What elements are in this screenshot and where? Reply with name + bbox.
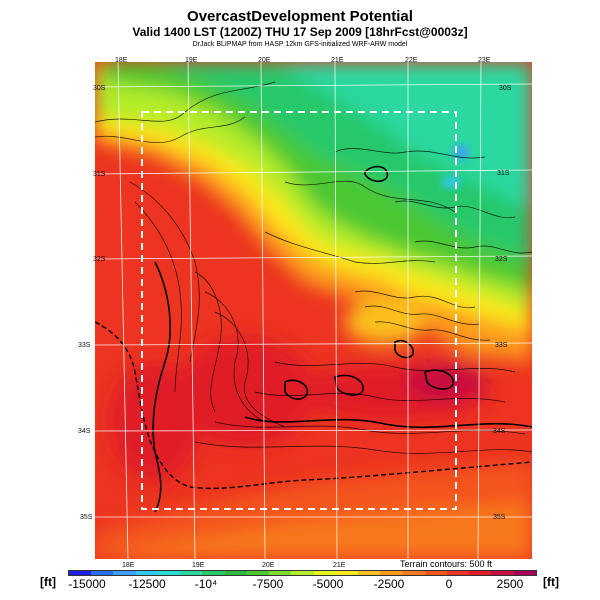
colorbar-swatch [269,571,292,575]
lon-label-top: 23E [478,57,491,64]
lat-label-right: 35S [493,514,506,521]
lon-label-top: 21E [331,57,344,64]
colorbar-swatch [513,571,536,575]
lat-label-left: 35S [80,514,93,521]
colorbar-swatch [380,571,403,575]
colorbar-tick: -7500 [252,577,284,591]
colorbar-swatch [358,571,381,575]
colorbar-unit-right: [ft] [543,575,559,589]
lon-label-top: 19E [185,57,198,64]
colorbar-swatch [446,571,470,575]
colorbar-tick: -12500 [128,577,166,591]
lat-label-left: 32S [93,256,106,263]
colorbar-swatch [202,571,225,575]
colorbar [68,570,537,576]
model-source-line: DrJack BLIPMAP from HASP 12km GFS-initia… [192,41,408,48]
lon-label-bottom: 18E [122,562,135,569]
colorbar-tick: -10⁴ [194,577,218,591]
colorbar-tick: -15000 [68,577,106,591]
colorbar-swatch [335,571,359,575]
colorbar-unit-left: [ft] [40,575,56,589]
colorbar-swatch [69,571,92,575]
lon-label-bottom: 21E [333,562,346,569]
lon-label-top: 22E [405,57,418,64]
lat-label-right: 32S [495,256,508,263]
forecast-map[interactable] [95,62,532,559]
colorbar-swatch [291,571,314,575]
colorbar-tick: -2500 [373,577,405,591]
lat-label-left: 31S [93,171,106,178]
lat-label-right: 33S [495,342,508,349]
colorbar-swatch [224,571,247,575]
colorbar-tick: -5000 [312,577,344,591]
colorbar-swatch [113,571,136,575]
valid-time-line: Valid 1400 LST (1200Z) THU 17 Sep 2009 [… [132,25,468,39]
lon-label-bottom: 20E [262,562,275,569]
lon-label-top: 20E [258,57,271,64]
colorbar-swatch [180,571,203,575]
chart-title: OvercastDevelopment Potential [187,8,413,25]
colorbar-swatch [157,571,181,575]
lon-label-bottom: 19E [192,562,205,569]
colorbar-swatch [424,571,447,575]
colorbar-swatch [135,571,158,575]
colorbar-tick: 2500 [496,577,524,591]
lat-label-right: 30S [499,85,512,92]
lon-label-top: 18E [115,57,128,64]
lat-label-right: 31S [497,170,510,177]
colorbar-swatch [491,571,514,575]
lat-label-left: 33S [78,342,91,349]
forecast-field-svg [95,62,532,559]
colorbar-swatch [246,571,270,575]
colorbar-swatch [91,571,114,575]
lat-label-left: 34S [78,428,91,435]
colorbar-swatch [402,571,425,575]
lat-label-right: 34S [493,428,506,435]
terrain-contour-note: Terrain contours: 500 ft [400,559,493,569]
colorbar-swatch [313,571,336,575]
colorbar-tick: 0 [445,577,453,591]
colorbar-swatch [469,571,492,575]
lat-label-left: 30S [93,85,106,92]
